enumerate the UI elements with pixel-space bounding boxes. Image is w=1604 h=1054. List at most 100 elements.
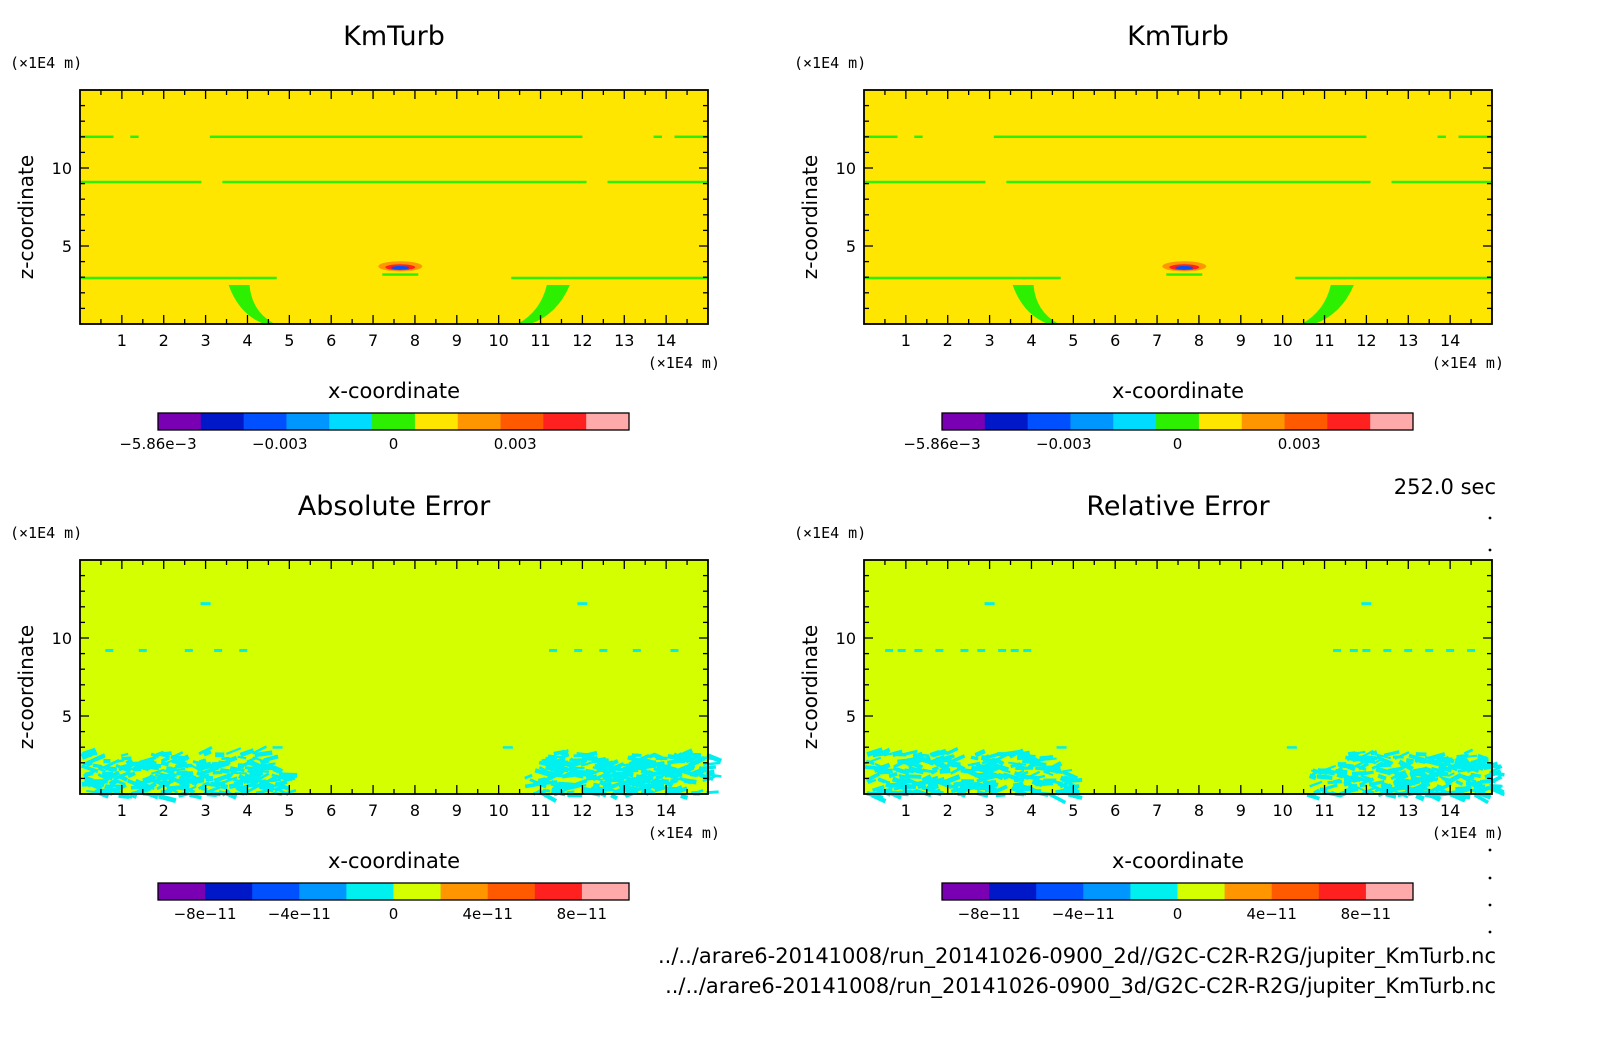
error-speckle: [905, 777, 917, 785]
error-speckle: [657, 768, 673, 775]
error-speckle: [922, 756, 931, 763]
error-speckle: [104, 765, 118, 772]
y-tick-label: 5: [62, 707, 72, 726]
error-speckle: [867, 778, 877, 785]
error-patch: [1404, 648, 1413, 652]
x-tick-label: 8: [1194, 801, 1204, 820]
error-speckle: [634, 776, 652, 788]
error-patch: [1467, 648, 1476, 652]
error-speckle: [231, 771, 247, 775]
error-speckle: [265, 763, 274, 769]
error-speckle: [213, 760, 230, 770]
error-speckle: [959, 784, 970, 790]
error-speckle: [221, 756, 230, 761]
error-speckle: [1316, 774, 1333, 780]
error-speckle: [196, 763, 204, 768]
error-speckle: [629, 777, 643, 783]
error-speckle: [1474, 787, 1484, 794]
colorbar-label: −4e−11: [268, 905, 331, 923]
error-speckle: [1421, 774, 1433, 779]
error-speckle: [1319, 771, 1328, 776]
y-tick-label: 10: [52, 159, 72, 178]
colorbar-label: 0: [389, 435, 399, 453]
time-label: 252.0 sec: [1394, 475, 1496, 499]
x-unit-label: (×1E4 m): [648, 824, 720, 842]
error-speckle: [1016, 755, 1025, 761]
error-speckle: [682, 765, 695, 774]
contour-band: [1391, 180, 1492, 184]
perturbation-core: [391, 265, 410, 270]
error-speckle: [929, 760, 945, 767]
x-tick-label: 5: [284, 801, 294, 820]
error-speckle: [1345, 751, 1360, 762]
error-patch: [670, 648, 679, 652]
error-speckle: [161, 785, 178, 796]
error-speckle: [1455, 779, 1464, 787]
error-speckle: [585, 769, 597, 775]
error-speckle: [215, 752, 225, 758]
colorbar-swatch: [1241, 413, 1286, 430]
error-speckle: [272, 766, 283, 775]
error-speckle: [99, 788, 112, 794]
contour-band: [80, 180, 202, 184]
error-speckle: [990, 784, 1008, 796]
error-speckle: [1458, 773, 1472, 780]
error-speckle: [1463, 748, 1474, 755]
x-tick-label: 5: [1068, 331, 1078, 350]
plot-area: [864, 90, 1492, 324]
x-tick-label: 4: [1026, 801, 1036, 820]
x-tick-label: 8: [410, 331, 420, 350]
error-speckle: [547, 754, 566, 759]
panel-1: KmTurb(×1E4 m)1 2 3 4 5 6 7 8 9 10 11 12 13 14510(×1E…: [10, 21, 720, 453]
error-patch: [1010, 648, 1019, 652]
y-tick-label: 5: [846, 237, 856, 256]
x-axis-label: x-coordinate: [328, 379, 460, 403]
panel-title: KmTurb: [1127, 21, 1229, 52]
error-patch: [935, 648, 944, 652]
x-tick-label: 3: [201, 801, 211, 820]
error-speckle: [1352, 755, 1371, 763]
colorbar-frame: [157, 882, 630, 901]
x-tick-label: 4: [242, 331, 252, 350]
error-speckle: [701, 756, 718, 761]
y-tick-label: 10: [836, 159, 856, 178]
error-speckle: [166, 768, 175, 776]
x-tick-label: 8: [410, 801, 420, 820]
error-speckle: [920, 779, 932, 786]
error-speckle: [196, 770, 212, 781]
error-speckle: [655, 775, 664, 780]
error-speckle: [117, 774, 129, 782]
error-patch: [1023, 648, 1032, 652]
y-axis-label: z-coordinate: [14, 155, 38, 279]
error-speckle: [1016, 788, 1033, 792]
error-speckle: [1387, 767, 1397, 776]
x-tick-label: 13: [1398, 331, 1418, 350]
contour-band: [864, 180, 986, 184]
error-speckle: [974, 748, 986, 758]
error-speckle: [1431, 793, 1442, 802]
error-speckle: [982, 779, 999, 787]
contour-band: [80, 135, 114, 139]
error-speckle: [1473, 793, 1490, 805]
contour-band: [674, 135, 708, 139]
error-speckle: [97, 767, 106, 773]
near-surface-contour-right: [1301, 285, 1354, 324]
error-speckle: [160, 753, 170, 758]
error-patch: [977, 648, 986, 652]
error-speckle: [229, 766, 245, 773]
error-speckle: [654, 785, 665, 793]
error-speckle: [989, 771, 1004, 781]
x-tick-label: 4: [1026, 331, 1036, 350]
error-speckle: [891, 749, 903, 757]
colorbar-swatch: [158, 883, 206, 900]
error-speckle: [1017, 776, 1026, 782]
error-speckle: [667, 776, 682, 785]
error-patch: [549, 648, 558, 652]
error-speckle: [706, 774, 718, 782]
error-patch: [138, 648, 147, 652]
error-speckle: [271, 773, 288, 781]
x-tick-label: 12: [1356, 331, 1376, 350]
error-speckle: [1336, 773, 1344, 779]
error-speckle: [664, 787, 678, 794]
colorbar-swatch: [440, 883, 489, 900]
